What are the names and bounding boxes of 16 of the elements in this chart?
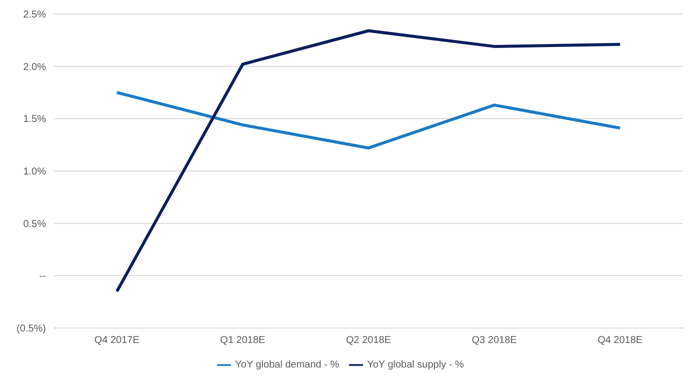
y-tick-label: 1.5% [23,114,46,126]
x-tick-label: Q3 2018E [472,335,518,346]
y-tick-label: -- [39,271,46,282]
y-tick-label: (0.5%) [16,324,46,335]
y-tick-label: 0.5% [23,218,46,230]
y-tick-label: 2.5% [23,10,46,21]
line-series [115,29,622,293]
x-tick-label: Q1 2018E [220,335,266,346]
x-tick-label: Q4 2017E [94,335,140,346]
legend-label: YoY global supply - % [367,360,464,371]
x-tick-label: Q4 2018E [598,335,643,346]
x-tick-label: Q2 2018E [346,335,392,346]
line-series [115,91,622,150]
y-tick-label: 2.0% [23,62,46,73]
y-tick-label: 1.0% [23,166,46,178]
legend-label: YoY global demand - % [235,360,340,371]
